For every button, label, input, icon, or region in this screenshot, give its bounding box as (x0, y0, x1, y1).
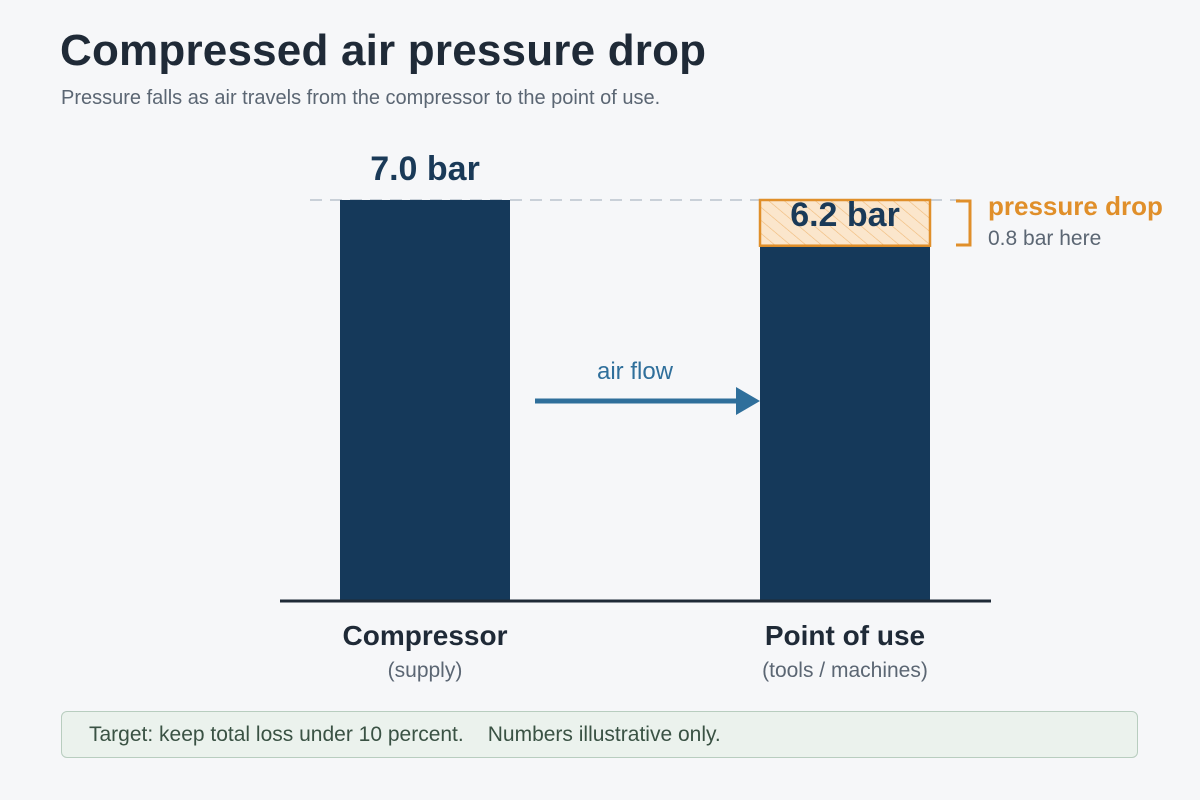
chart-title: Compressed air pressure drop (60, 26, 707, 75)
drop-sublabel: 0.8 bar here (988, 227, 1101, 250)
air-flow-label: air flow (597, 358, 674, 385)
bar-compressor (340, 200, 510, 600)
bar-value-label-point-of-use: 6.2 bar (790, 196, 900, 234)
category-sublabel-point-of-use: (tools / machines) (762, 659, 928, 682)
category-label-point-of-use: Point of use (765, 620, 925, 651)
bar-point-of-use (760, 245, 930, 600)
pressure-drop-segment (758, 198, 932, 247)
footer-note-disclaimer: Numbers illustrative only. (487, 722, 721, 746)
drop-label: pressure drop (988, 191, 1163, 221)
bar-value-label-compressor: 7.0 bar (370, 150, 480, 188)
footer-note-box: Target: keep total loss under 10 percent… (61, 711, 1138, 758)
chart-subtitle: Pressure falls as air travels from the c… (61, 87, 661, 109)
drop-bracket (956, 199, 972, 247)
pressure-chart: 7.0 bar 6.2 bar pressure drop 0.8 bar he… (280, 150, 1163, 682)
air-flow-arrow-icon (736, 387, 760, 415)
category-sublabel-compressor: (supply) (388, 659, 463, 682)
footer-note-target: Target: keep total loss under 10 percent… (89, 722, 464, 746)
category-label-compressor: Compressor (343, 620, 508, 651)
